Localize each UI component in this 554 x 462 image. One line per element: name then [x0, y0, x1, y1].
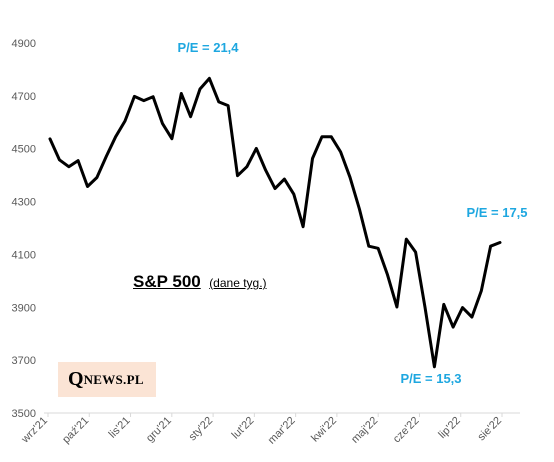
qnews-logo: Q NEWS.PL: [58, 362, 156, 397]
pe-annotation: P/E = 21,4: [177, 40, 239, 55]
pe-annotation: P/E = 15,3: [400, 371, 461, 386]
pe-annotation: P/E = 17,5: [466, 205, 527, 220]
x-tick-label: lis'21: [107, 415, 133, 441]
x-tick-label: paź'21: [60, 415, 91, 446]
x-axis: wrz'21 paź'21 lis'21 gru'21 sty'22 lut'22 mar'…: [19, 412, 520, 447]
x-tick-label: lip'22: [436, 415, 462, 441]
x-tick-label: kwi'22: [309, 415, 339, 445]
x-tick-label: lut'22: [230, 415, 257, 442]
y-tick-label: 3900: [12, 302, 36, 314]
chart-title: S&P 500 (dane tyg.): [133, 272, 267, 292]
logo-rest: NEWS.PL: [83, 371, 144, 387]
y-axis-labels: 3500 3700 3900 4100 4300 4500 4700 4900: [12, 38, 36, 420]
x-tick-label: sie'22: [476, 415, 505, 444]
y-tick-label: 4500: [12, 144, 36, 156]
x-tick-label: maj'22: [349, 415, 380, 446]
x-tick-label: gru'21: [144, 415, 174, 445]
series-layer: [48, 76, 502, 369]
x-tick-label: mar'22: [266, 415, 298, 447]
y-tick-label: 3500: [12, 408, 36, 420]
chart-title-sub: (dane tyg.): [209, 276, 267, 290]
y-tick-label: 4700: [12, 91, 36, 103]
y-tick-label: 4900: [12, 38, 36, 50]
x-tick-label: sty'22: [187, 415, 216, 444]
y-tick-label: 4100: [12, 249, 36, 261]
y-tick-label: 3700: [12, 355, 36, 367]
chart-title-main: S&P 500: [133, 272, 201, 291]
sp500-line: [48, 76, 502, 369]
logo-q: Q: [68, 368, 84, 390]
x-tick-label: cze'22: [391, 415, 422, 446]
y-tick-label: 4300: [12, 197, 36, 209]
annotation-layer: P/E = 21,4 P/E = 17,5 P/E = 15,3: [177, 40, 527, 386]
